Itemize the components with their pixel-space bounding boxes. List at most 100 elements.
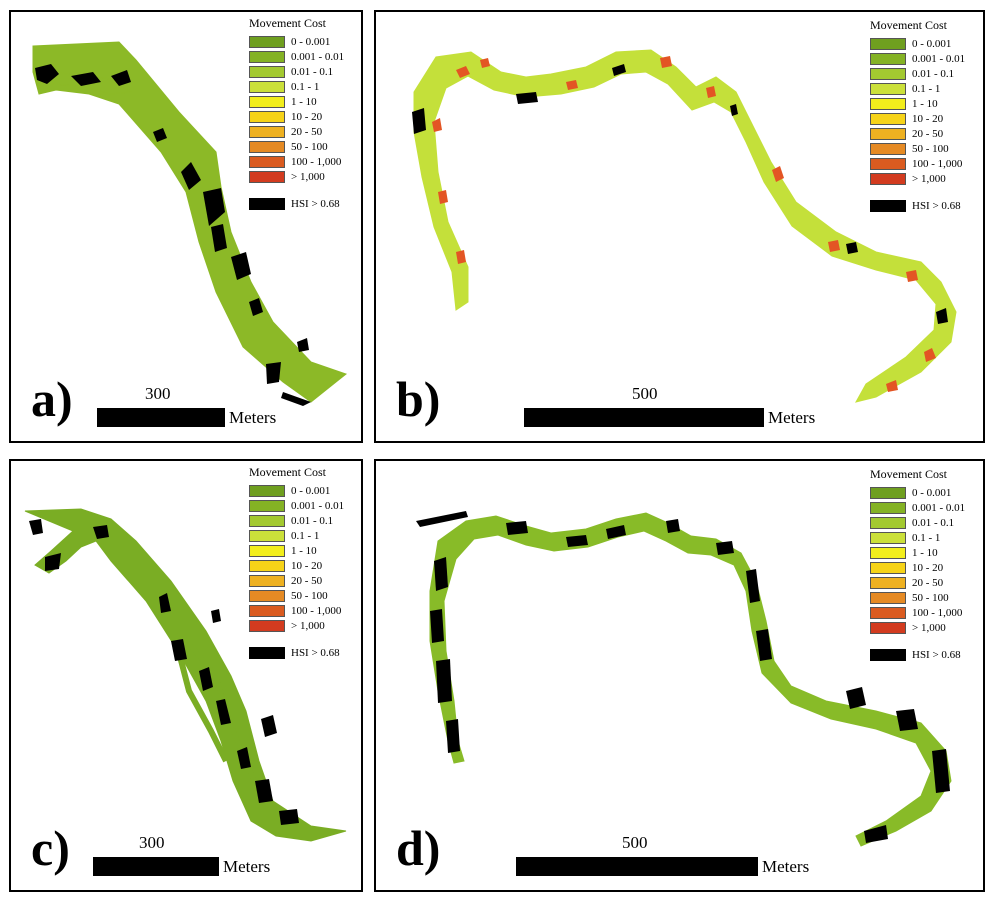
- legend-swatch: [870, 486, 906, 499]
- legend-row: 50 - 100: [870, 141, 983, 156]
- scale-bar-c: [93, 857, 219, 876]
- legend-label: 0.1 - 1: [291, 529, 320, 542]
- legend-row: 0.1 - 1: [870, 530, 983, 545]
- legend-row: > 1,000: [249, 169, 361, 184]
- scale-bar-d: [516, 857, 758, 876]
- legend-row: > 1,000: [870, 620, 983, 635]
- legend-title: Movement Cost: [870, 18, 947, 32]
- legend-hsi-row: HSI > 0.68: [249, 647, 361, 659]
- legend-row: 10 - 20: [249, 558, 361, 573]
- legend-label: 100 - 1,000: [912, 157, 963, 170]
- panel-label-a: a): [31, 371, 73, 427]
- legend-swatch: [870, 546, 906, 559]
- legend-swatch: [870, 172, 906, 185]
- legend-row: 0.1 - 1: [249, 528, 361, 543]
- legend-row: 0.01 - 0.1: [870, 515, 983, 530]
- legend-label: 10 - 20: [291, 110, 323, 123]
- legend-row: 0.001 - 0.01: [870, 500, 983, 515]
- legend-label: 0.1 - 1: [912, 531, 941, 544]
- legend-swatch: [249, 95, 285, 108]
- legend-label: 0.001 - 0.01: [912, 52, 966, 65]
- legend-hsi-row: HSI > 0.68: [870, 649, 983, 661]
- legend-label: 1 - 10: [912, 546, 938, 559]
- legend-hsi-row: HSI > 0.68: [870, 200, 983, 212]
- legend-label: 0.01 - 0.1: [291, 514, 334, 527]
- legend-title: Movement Cost: [249, 16, 326, 30]
- scale-value-c: 300: [139, 833, 165, 852]
- legend-row: 0 - 0.001: [249, 483, 361, 498]
- legend-row: 100 - 1,000: [870, 605, 983, 620]
- legend-label: 0.01 - 0.1: [912, 516, 955, 529]
- legend-swatch: [249, 604, 285, 617]
- legend-label: 50 - 100: [291, 140, 328, 153]
- legend-row: 0.1 - 1: [249, 79, 361, 94]
- river-map-c: [24, 508, 347, 842]
- legend-row: > 1,000: [249, 618, 361, 633]
- legend-swatch: [249, 619, 285, 632]
- legend-swatch: [870, 531, 906, 544]
- hsi-swatch: [249, 198, 285, 210]
- hot-spots-b: [432, 56, 936, 392]
- legend-a: Movement Cost 0 - 0.001 0.001 - 0.01 0.01 …: [249, 16, 361, 210]
- river-channel-d: [429, 512, 952, 847]
- legend-hsi-row: HSI > 0.68: [249, 198, 361, 210]
- legend-swatch: [249, 140, 285, 153]
- legend-label: 0 - 0.001: [291, 35, 331, 48]
- legend-label: 100 - 1,000: [291, 604, 342, 617]
- legend-swatch: [249, 499, 285, 512]
- scale-value-d: 500: [622, 833, 648, 852]
- river-map-d: [416, 511, 952, 847]
- legend-row: 0.01 - 0.1: [249, 64, 361, 79]
- hsi-patches-a: [35, 64, 311, 406]
- legend-label: 0.01 - 0.1: [912, 67, 955, 80]
- legend-label: 0 - 0.001: [291, 484, 331, 497]
- legend-swatch: [870, 516, 906, 529]
- legend-label: 10 - 20: [912, 112, 944, 125]
- hsi-patches-c: [29, 519, 299, 825]
- legend-row: 20 - 50: [249, 124, 361, 139]
- scale-value-b: 500: [632, 384, 658, 403]
- scale-value-a: 300: [145, 384, 171, 403]
- legend-label: 1 - 10: [291, 544, 317, 557]
- panel-label-d: d): [396, 820, 441, 876]
- legend-label: 20 - 50: [912, 127, 944, 140]
- hsi-label: HSI > 0.68: [291, 198, 340, 210]
- legend-swatch: [249, 574, 285, 587]
- legend-swatch: [870, 157, 906, 170]
- legend-swatch: [870, 606, 906, 619]
- legend-swatch: [249, 35, 285, 48]
- legend-swatch: [870, 621, 906, 634]
- river-channel-b: [413, 49, 957, 403]
- legend-label: 10 - 20: [912, 561, 944, 574]
- legend-swatch: [870, 591, 906, 604]
- scale-unit-d: Meters: [762, 857, 810, 876]
- legend-swatch: [249, 514, 285, 527]
- legend-row: 0.01 - 0.1: [249, 513, 361, 528]
- map-panel-b: Movement Cost 0 - 0.001 0.001 - 0.01 0.01 …: [374, 10, 985, 443]
- scale-unit-c: Meters: [223, 857, 271, 876]
- legend-row: 20 - 50: [249, 573, 361, 588]
- legend-swatch: [870, 576, 906, 589]
- scale-bar-b: [524, 408, 764, 427]
- legend-swatch: [870, 37, 906, 50]
- legend-swatch: [249, 65, 285, 78]
- legend-label: 50 - 100: [291, 589, 328, 602]
- legend-row: 0 - 0.001: [249, 34, 361, 49]
- legend-swatch: [249, 589, 285, 602]
- hsi-patches-b: [412, 64, 948, 324]
- legend-label: 50 - 100: [912, 142, 949, 155]
- legend-swatch: [249, 80, 285, 93]
- panel-label-b: b): [396, 371, 441, 427]
- hsi-swatch: [870, 200, 906, 212]
- hsi-patches-d: [416, 511, 950, 843]
- legend-row: 1 - 10: [249, 543, 361, 558]
- legend-swatch: [870, 142, 906, 155]
- legend-row: 50 - 100: [249, 588, 361, 603]
- legend-label: > 1,000: [291, 170, 325, 183]
- legend-swatch: [870, 52, 906, 65]
- river-map-b: [412, 49, 957, 403]
- map-panel-d: Movement Cost 0 - 0.001 0.001 - 0.01 0.01 …: [374, 459, 985, 892]
- legend-swatch: [870, 82, 906, 95]
- legend-label: 0.001 - 0.01: [912, 501, 966, 514]
- legend-swatch: [249, 544, 285, 557]
